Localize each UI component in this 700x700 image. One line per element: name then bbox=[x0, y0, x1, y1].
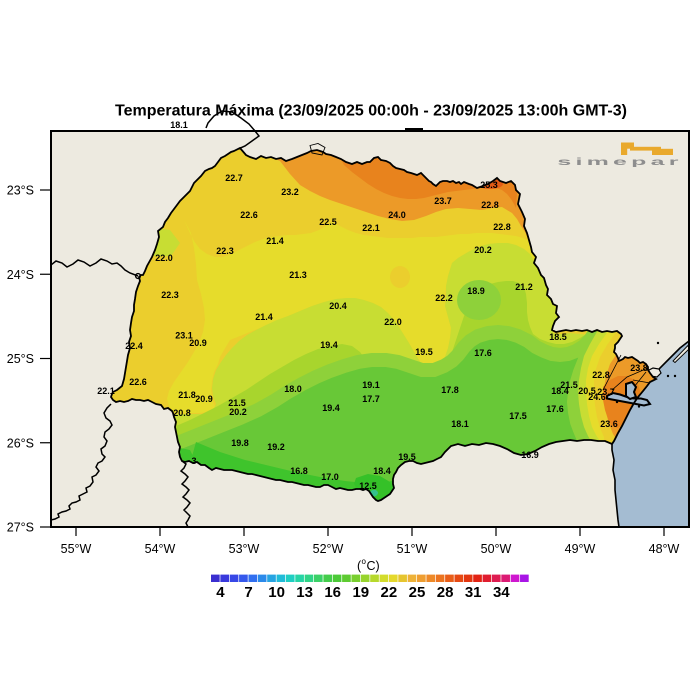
svg-text:18.1: 18.1 bbox=[451, 419, 469, 429]
svg-text:22.4: 22.4 bbox=[125, 341, 143, 351]
svg-text:20.4: 20.4 bbox=[329, 301, 347, 311]
svg-text:16.9: 16.9 bbox=[521, 450, 539, 460]
svg-text:16.8: 16.8 bbox=[290, 466, 308, 476]
svg-text:18.4: 18.4 bbox=[551, 386, 569, 396]
svg-text:54°W: 54°W bbox=[145, 542, 176, 556]
svg-text:22.7: 22.7 bbox=[225, 173, 243, 183]
svg-text:22.1: 22.1 bbox=[362, 223, 380, 233]
svg-text:22.6: 22.6 bbox=[129, 377, 147, 387]
svg-text:49°W: 49°W bbox=[565, 542, 596, 556]
svg-text:52°W: 52°W bbox=[313, 542, 344, 556]
svg-text:31: 31 bbox=[465, 584, 482, 601]
svg-text:51°W: 51°W bbox=[397, 542, 428, 556]
svg-text:7: 7 bbox=[244, 584, 252, 601]
svg-text:21.2: 21.2 bbox=[515, 282, 533, 292]
svg-text:22.5: 22.5 bbox=[319, 217, 337, 227]
svg-text:22.0: 22.0 bbox=[384, 317, 402, 327]
svg-text:21.5: 21.5 bbox=[228, 398, 246, 408]
svg-text:10: 10 bbox=[268, 584, 285, 601]
svg-text:19.1: 19.1 bbox=[362, 380, 380, 390]
svg-text:23.8: 23.8 bbox=[630, 363, 648, 373]
svg-text:20.9: 20.9 bbox=[189, 338, 207, 348]
svg-text:22.2: 22.2 bbox=[435, 293, 453, 303]
svg-text:27°S: 27°S bbox=[7, 521, 34, 535]
svg-text:C): C) bbox=[367, 559, 380, 573]
svg-text:17.8: 17.8 bbox=[441, 385, 459, 395]
svg-text:50°W: 50°W bbox=[481, 542, 512, 556]
svg-text:22: 22 bbox=[381, 584, 398, 601]
svg-text:20.2: 20.2 bbox=[229, 407, 247, 417]
svg-text:12.5: 12.5 bbox=[359, 481, 377, 491]
svg-text:20.8: 20.8 bbox=[173, 408, 191, 418]
svg-text:18.5: 18.5 bbox=[549, 332, 567, 342]
svg-text:o: o bbox=[362, 557, 367, 566]
svg-text:25°S: 25°S bbox=[7, 352, 34, 366]
svg-text:53°W: 53°W bbox=[229, 542, 260, 556]
svg-text:23.2: 23.2 bbox=[281, 187, 299, 197]
svg-text:21.4: 21.4 bbox=[266, 236, 284, 246]
svg-text:4: 4 bbox=[216, 584, 225, 601]
svg-text:19.5: 19.5 bbox=[398, 452, 416, 462]
svg-text:19.8: 19.8 bbox=[231, 438, 249, 448]
svg-text:24°S: 24°S bbox=[7, 268, 34, 282]
svg-text:20.2: 20.2 bbox=[474, 245, 492, 255]
svg-text:22.0: 22.0 bbox=[155, 253, 173, 263]
svg-text:13: 13 bbox=[296, 584, 313, 601]
svg-text:17.0: 17.0 bbox=[321, 472, 339, 482]
svg-text:22.6: 22.6 bbox=[240, 210, 258, 220]
svg-text:21.8: 21.8 bbox=[178, 390, 196, 400]
svg-text:17.5: 17.5 bbox=[509, 411, 527, 421]
svg-text:22.8: 22.8 bbox=[592, 370, 610, 380]
svg-text:(: ( bbox=[357, 559, 362, 573]
svg-text:23.1: 23.1 bbox=[175, 331, 193, 341]
svg-text:19.4: 19.4 bbox=[322, 403, 340, 413]
svg-text:3: 3 bbox=[191, 456, 196, 466]
svg-text:21.3: 21.3 bbox=[289, 270, 307, 280]
svg-text:23.7: 23.7 bbox=[597, 387, 615, 397]
svg-text:18.1: 18.1 bbox=[170, 120, 188, 130]
svg-text:17.7: 17.7 bbox=[362, 394, 380, 404]
svg-text:22.3: 22.3 bbox=[216, 246, 234, 256]
svg-text:18.0: 18.0 bbox=[284, 384, 302, 394]
svg-text:Temperatura Máxima (23/09/2025: Temperatura Máxima (23/09/2025 00:00h - … bbox=[115, 103, 627, 120]
svg-text:18.9: 18.9 bbox=[467, 286, 485, 296]
svg-text:19.4: 19.4 bbox=[320, 340, 338, 350]
svg-text:26°S: 26°S bbox=[7, 436, 34, 450]
svg-text:20.9: 20.9 bbox=[195, 394, 213, 404]
svg-text:34: 34 bbox=[493, 584, 510, 601]
svg-text:19: 19 bbox=[352, 584, 369, 601]
svg-text:19.5: 19.5 bbox=[415, 347, 433, 357]
svg-text:24.0: 24.0 bbox=[388, 210, 406, 220]
svg-text:21.5: 21.5 bbox=[560, 380, 578, 390]
svg-text:simepar: simepar bbox=[557, 156, 682, 167]
svg-text:25: 25 bbox=[409, 584, 426, 601]
svg-text:48°W: 48°W bbox=[649, 542, 680, 556]
svg-text:22.1: 22.1 bbox=[97, 386, 115, 396]
svg-text:23.7: 23.7 bbox=[434, 196, 452, 206]
svg-text:24.6: 24.6 bbox=[588, 392, 606, 402]
svg-text:17.6: 17.6 bbox=[474, 348, 492, 358]
svg-text:55°W: 55°W bbox=[61, 542, 92, 556]
svg-text:17.6: 17.6 bbox=[546, 404, 564, 414]
svg-text:21.4: 21.4 bbox=[255, 312, 273, 322]
svg-text:22.8: 22.8 bbox=[493, 222, 511, 232]
svg-text:16: 16 bbox=[324, 584, 341, 601]
svg-text:25.3: 25.3 bbox=[480, 180, 498, 190]
svg-text:22.3: 22.3 bbox=[161, 290, 179, 300]
svg-text:19.2: 19.2 bbox=[267, 442, 285, 452]
svg-text:20.5: 20.5 bbox=[578, 386, 596, 396]
svg-text:18.4: 18.4 bbox=[373, 466, 391, 476]
svg-text:22.8: 22.8 bbox=[481, 200, 499, 210]
svg-text:23.6: 23.6 bbox=[600, 419, 618, 429]
svg-text:23°S: 23°S bbox=[7, 184, 34, 198]
svg-text:28: 28 bbox=[437, 584, 454, 601]
